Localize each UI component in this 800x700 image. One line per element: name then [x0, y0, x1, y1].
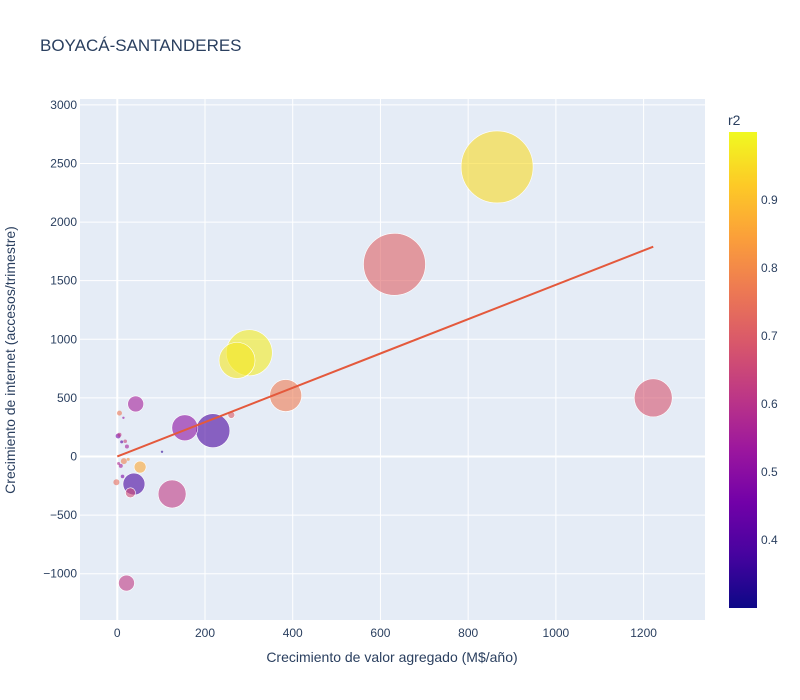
- bubble-point: [120, 458, 127, 465]
- y-tick-label: −1000: [43, 567, 77, 581]
- bubble-point: [122, 416, 125, 420]
- bubble-point: [126, 457, 130, 461]
- bubble-point: [363, 232, 426, 296]
- bubble-point: [460, 130, 534, 204]
- bubble-point: [116, 410, 122, 416]
- colorbar-ticks: 0.4 0.5 0.6 0.7 0.8 0.9: [761, 193, 778, 547]
- bubble-point: [171, 414, 199, 442]
- bubble-point: [117, 432, 122, 437]
- bubble-point: [123, 439, 127, 444]
- bubble-point: [124, 444, 129, 449]
- bubble-point: [120, 440, 124, 444]
- bubble-point: [218, 342, 256, 379]
- bubble-point: [113, 479, 120, 486]
- bubble-point: [118, 463, 123, 468]
- y-tick-label: 1500: [50, 274, 77, 288]
- y-tick-label: 3000: [50, 98, 77, 112]
- x-tick-label: 1000: [543, 626, 570, 640]
- colorbar: [729, 132, 757, 608]
- colorbar-tick-label: 0.7: [761, 329, 778, 343]
- x-tick-label: 200: [195, 626, 215, 640]
- colorbar-title: r2: [728, 112, 741, 128]
- colorbar-tick-label: 0.9: [761, 193, 778, 207]
- bubble-point: [120, 474, 125, 479]
- y-tick-label: 500: [57, 391, 77, 405]
- bubble-point: [117, 462, 121, 466]
- bubble-series: [113, 130, 673, 592]
- x-tick-label: 800: [458, 626, 478, 640]
- colorbar-tick-label: 0.5: [761, 465, 778, 479]
- plot-area: [80, 99, 705, 620]
- zero-lines: [80, 99, 705, 620]
- x-tick-label: 400: [283, 626, 303, 640]
- trendline-group: [116, 245, 654, 458]
- x-tick-label: 0: [114, 626, 121, 640]
- y-tick-label: 1000: [50, 332, 77, 346]
- y-tick-label: 2500: [50, 156, 77, 170]
- x-axis-ticks: 0 200 400 600 800 1000 1200: [114, 626, 657, 640]
- y-axis-title: Crecimiento de internet (accesos/trimest…: [2, 226, 18, 494]
- x-tick-label: 1200: [630, 626, 657, 640]
- x-axis-title: Crecimiento de valor agregado (M$/año): [266, 649, 517, 665]
- y-tick-label: 0: [70, 449, 77, 463]
- colorbar-tick-label: 0.4: [761, 533, 778, 547]
- trendline: [116, 245, 654, 458]
- bubble-point: [127, 395, 145, 413]
- gridlines: [80, 99, 705, 620]
- bubble-point: [133, 460, 147, 474]
- x-tick-label: 600: [370, 626, 390, 640]
- colorbar-tick-label: 0.6: [761, 397, 778, 411]
- chart-title: BOYACÁ-SANTANDERES: [40, 36, 242, 55]
- bubble-point: [633, 378, 673, 418]
- y-tick-label: −500: [50, 508, 77, 522]
- y-tick-label: 2000: [50, 215, 77, 229]
- colorbar-tick-label: 0.8: [761, 261, 778, 275]
- bubble-point: [125, 487, 136, 499]
- y-axis-ticks: −1000 −500 0 500 1000 1500 2000 2500 3000: [43, 98, 77, 581]
- bubble-point: [160, 450, 164, 454]
- bubble-point: [118, 574, 135, 592]
- bubble-point: [157, 479, 187, 509]
